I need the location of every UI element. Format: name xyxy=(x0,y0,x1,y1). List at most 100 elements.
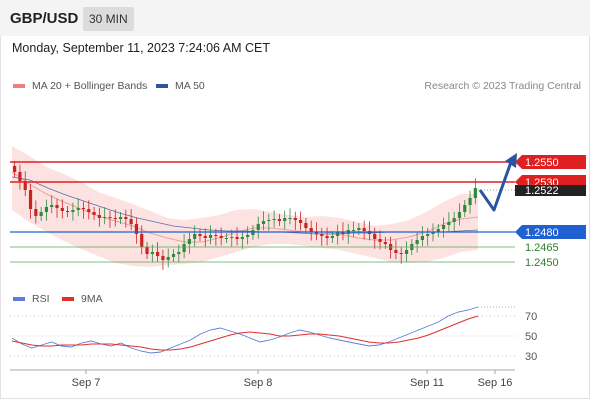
candle xyxy=(267,213,271,231)
candle-body xyxy=(357,228,361,230)
candle-body xyxy=(272,219,276,220)
legend-rsi-ma-label: 9MA xyxy=(81,293,103,305)
candle xyxy=(457,203,462,226)
candle-body xyxy=(129,219,133,224)
candle xyxy=(420,226,424,247)
x-tick-label: Sep 16 xyxy=(478,377,513,389)
candle-body xyxy=(124,217,128,219)
candle-body xyxy=(394,250,398,253)
symbol-label: GBP/USD xyxy=(10,10,79,27)
candle-body xyxy=(473,188,477,198)
candle-body xyxy=(463,205,467,212)
candle xyxy=(166,248,170,268)
candle-body xyxy=(113,218,117,219)
rsi-tick-label: 50 xyxy=(525,331,537,343)
candle-body xyxy=(92,212,96,215)
candle xyxy=(134,217,139,244)
candle-body xyxy=(76,208,80,210)
candle-body xyxy=(351,230,356,231)
x-tick-label: Sep 7 xyxy=(72,377,101,389)
candle-body xyxy=(87,209,91,212)
candle-body xyxy=(34,209,38,216)
candle-body xyxy=(404,250,409,254)
ma20-line xyxy=(11,171,479,243)
timeframe-button[interactable]: 30 MIN xyxy=(83,7,134,31)
candle xyxy=(219,227,223,246)
candle xyxy=(351,221,356,238)
candle-body xyxy=(55,205,59,208)
level-label-resistance: 1.2550 xyxy=(525,157,559,169)
candle xyxy=(92,207,96,220)
candle xyxy=(463,200,467,217)
last-price-tag xyxy=(515,185,586,196)
candle-body xyxy=(420,236,424,240)
level-label-support: 1.2465 xyxy=(525,242,559,254)
candle-body xyxy=(166,257,170,260)
candle xyxy=(378,230,382,250)
candle-body xyxy=(182,244,186,252)
legend-ma20: MA 20 + Bollinger Bands xyxy=(13,80,147,92)
candle-body xyxy=(320,234,324,236)
candle-body xyxy=(140,234,144,247)
candle xyxy=(28,183,33,219)
candle-body xyxy=(23,181,27,190)
candle xyxy=(140,225,144,255)
rsi-series-9ma xyxy=(11,315,479,351)
legend-ma50: MA 50 xyxy=(156,80,205,92)
candle-body xyxy=(39,212,43,216)
candle xyxy=(103,207,107,225)
legend-rsi-ma-swatch xyxy=(62,297,74,301)
candle-body xyxy=(314,232,319,234)
candle-body xyxy=(277,219,282,221)
level-tag-pivot xyxy=(515,225,586,239)
candle-body xyxy=(373,234,377,239)
x-axis: Sep 7 Sep 8 Sep 11 Sep 16 xyxy=(10,369,515,389)
candle-body xyxy=(341,232,345,234)
candle xyxy=(113,209,117,227)
candle-body xyxy=(224,238,229,239)
candle xyxy=(129,209,133,231)
candle-body xyxy=(118,217,123,219)
legend-rsi-label: RSI xyxy=(32,293,50,305)
candle-body xyxy=(230,237,234,238)
candle-body xyxy=(103,217,107,218)
candle xyxy=(124,209,128,228)
candle-body xyxy=(457,212,462,218)
candle-body xyxy=(447,222,451,225)
candle xyxy=(314,222,319,241)
candle-body xyxy=(309,228,313,232)
candle-body xyxy=(161,256,165,260)
candle xyxy=(299,211,303,231)
candle-body xyxy=(171,254,176,257)
candle xyxy=(97,207,101,227)
candle-body xyxy=(13,166,17,172)
candle xyxy=(447,212,451,232)
candle xyxy=(71,202,75,221)
candle xyxy=(76,198,80,217)
candle-body xyxy=(383,242,387,244)
legend-ma50-label: MA 50 xyxy=(175,80,205,92)
candle-body xyxy=(283,218,287,221)
candle-body xyxy=(60,208,64,211)
candle xyxy=(13,161,17,177)
candle xyxy=(436,224,440,237)
last-price-label: 1.2522 xyxy=(525,185,559,197)
candle xyxy=(261,211,266,231)
candle-body xyxy=(156,252,160,256)
candle xyxy=(288,208,292,225)
candle xyxy=(50,195,54,214)
candle-body xyxy=(246,235,250,237)
candle-body xyxy=(198,234,202,236)
candle-body xyxy=(145,247,149,254)
candle-body xyxy=(240,237,244,239)
candle xyxy=(66,206,70,217)
candle xyxy=(81,201,86,219)
candle xyxy=(161,249,165,270)
candle xyxy=(362,220,366,240)
candle-body xyxy=(299,220,303,223)
candle xyxy=(55,198,59,218)
bollinger-band-fill xyxy=(12,146,478,267)
rsi-tick-label: 70 xyxy=(525,311,537,323)
